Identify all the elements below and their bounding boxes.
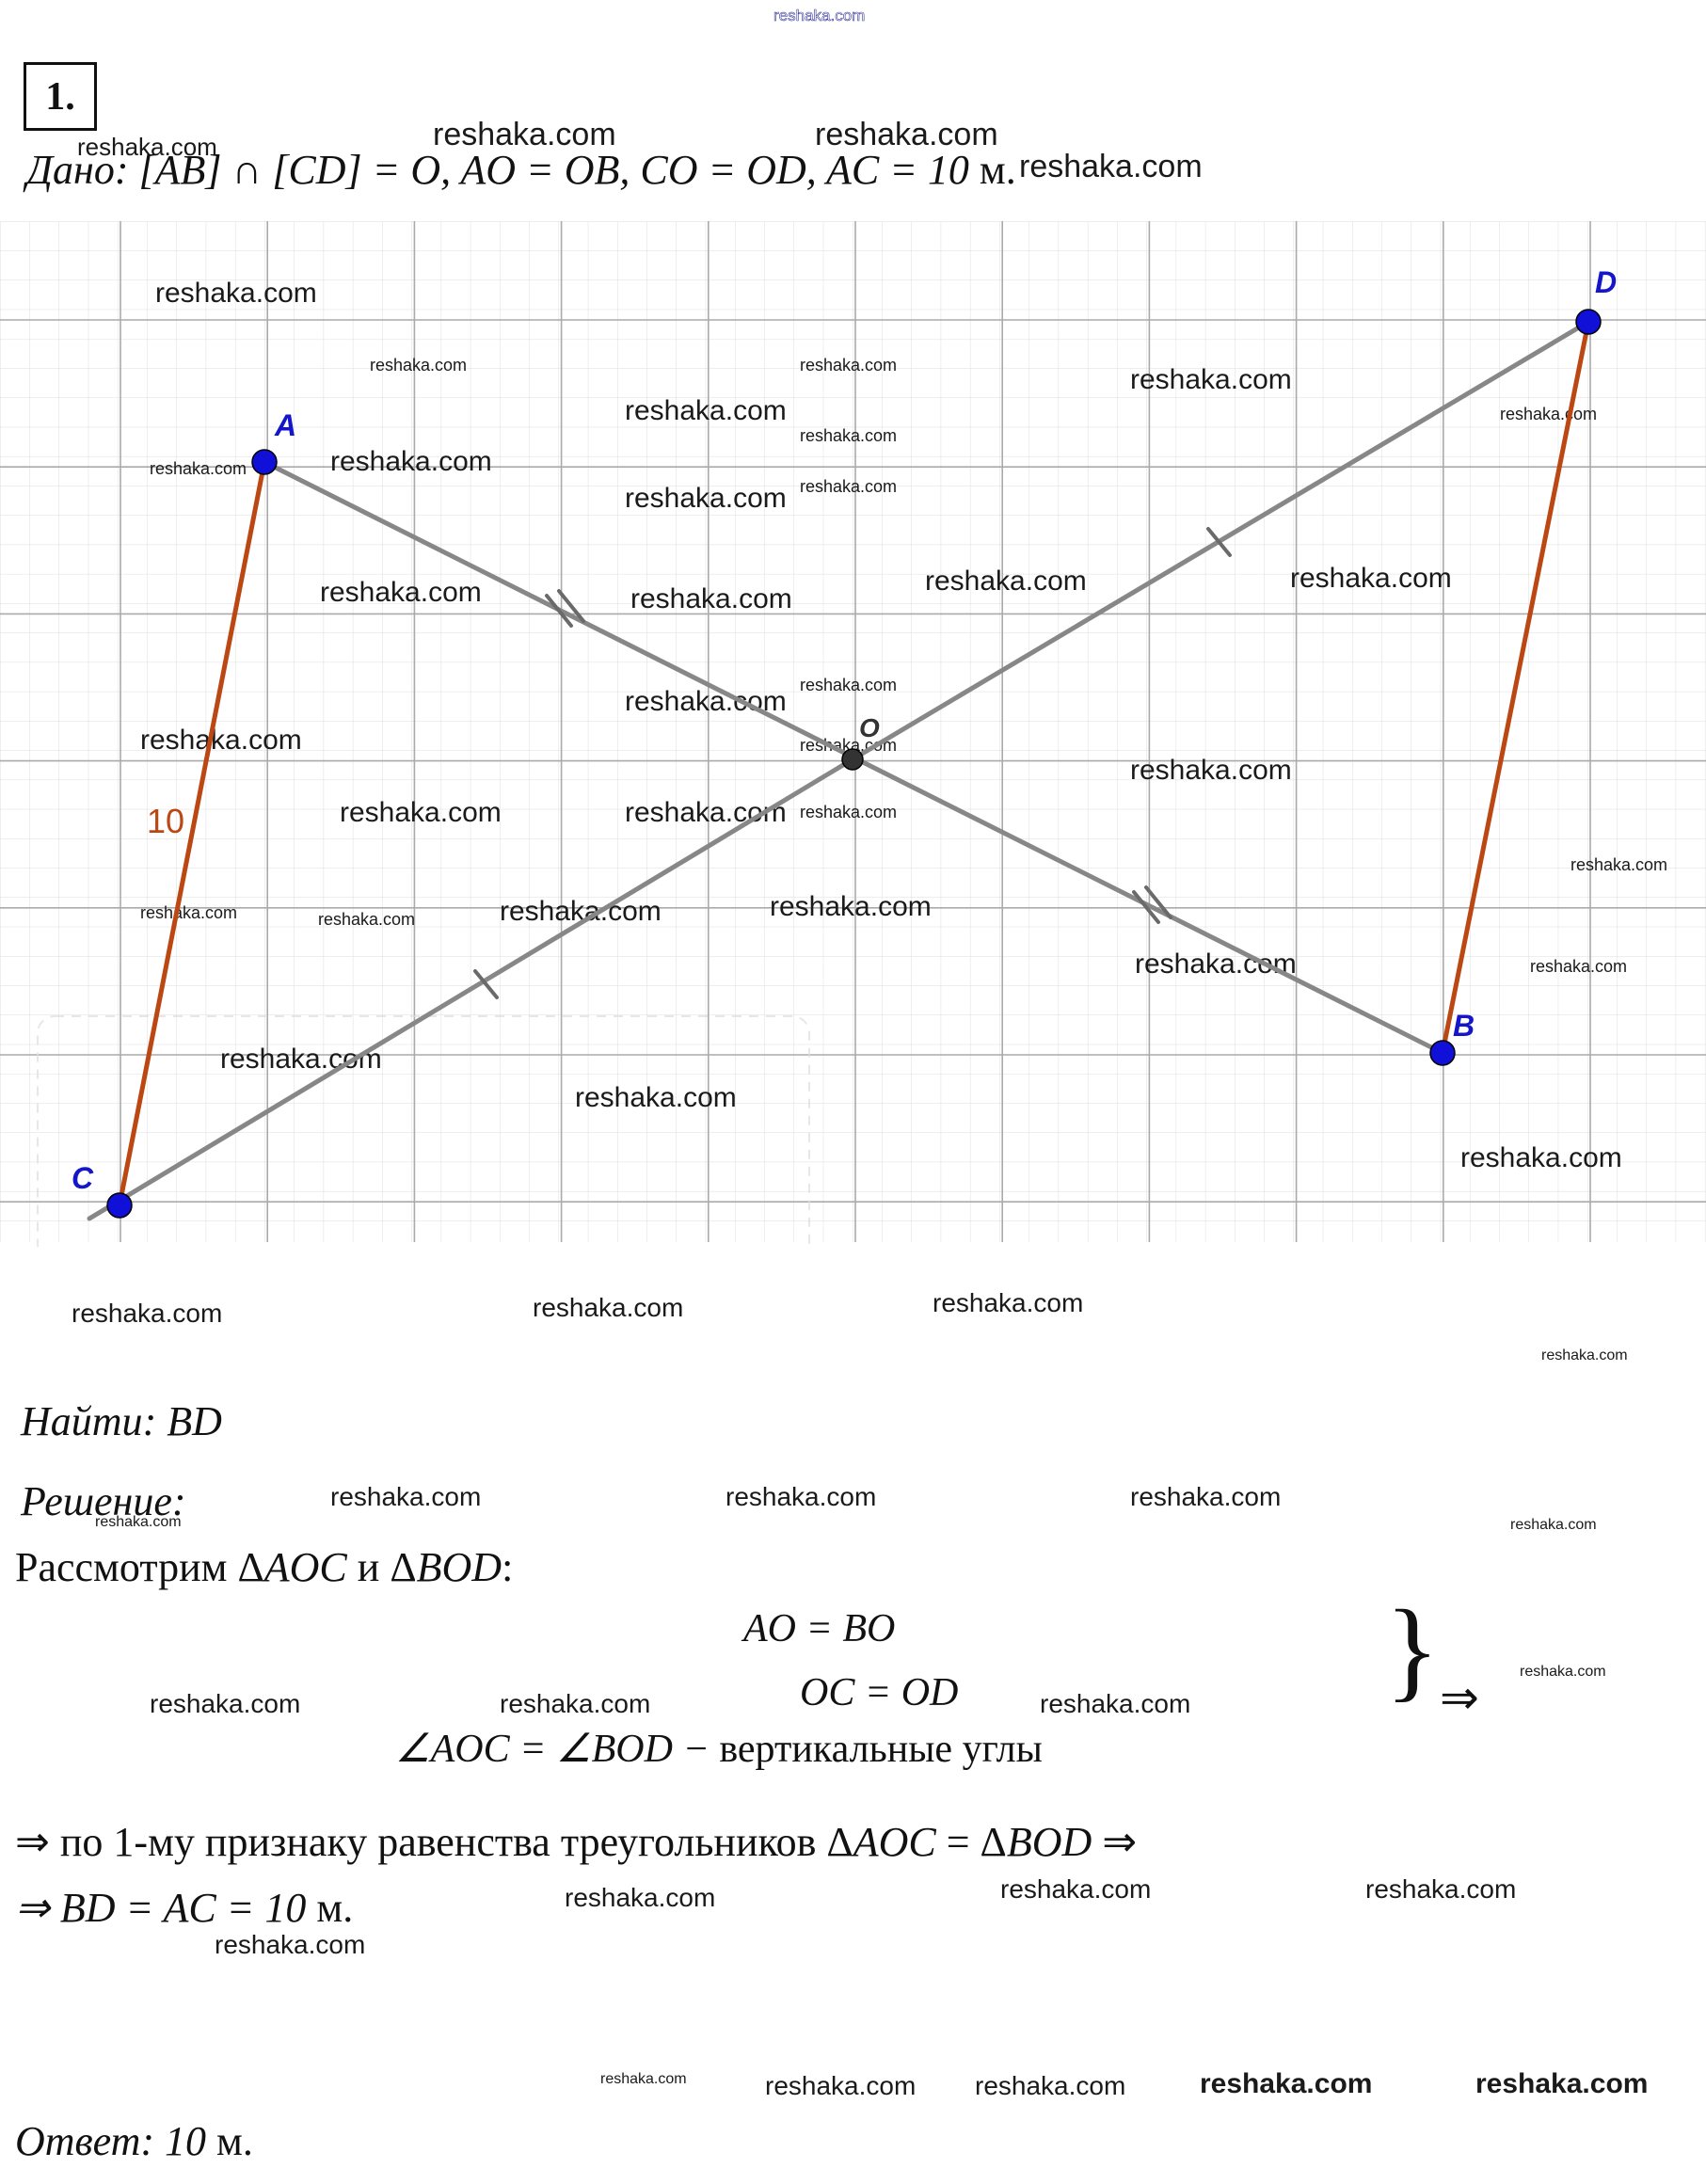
svg-text:reshaka.com: reshaka.com: [800, 426, 897, 445]
svg-text:reshaka.com: reshaka.com: [1290, 563, 1452, 594]
svg-text:reshaka.com: reshaka.com: [1130, 755, 1292, 786]
svg-text:reshaka.com: reshaka.com: [140, 903, 237, 922]
svg-text:reshaka.com: reshaka.com: [630, 583, 792, 614]
svg-text:reshaka.com: reshaka.com: [800, 803, 897, 821]
svg-text:reshaka.com: reshaka.com: [140, 725, 302, 756]
svg-text:reshaka.com: reshaka.com: [770, 891, 932, 922]
svg-text:reshaka.com: reshaka.com: [1460, 1142, 1622, 1173]
svg-text:reshaka.com: reshaka.com: [1130, 364, 1292, 395]
svg-text:reshaka.com: reshaka.com: [625, 395, 787, 426]
svg-text:reshaka.com: reshaka.com: [330, 446, 492, 477]
svg-text:reshaka.com: reshaka.com: [925, 566, 1087, 597]
svg-text:A: A: [274, 408, 296, 442]
svg-text:reshaka.com: reshaka.com: [150, 459, 247, 478]
svg-text:reshaka.com: reshaka.com: [625, 483, 787, 514]
svg-text:reshaka.com: reshaka.com: [1530, 957, 1627, 976]
svg-text:reshaka.com: reshaka.com: [800, 477, 897, 496]
svg-text:reshaka.com: reshaka.com: [340, 797, 502, 828]
svg-text:reshaka.com: reshaka.com: [800, 356, 897, 375]
svg-text:D: D: [1595, 265, 1617, 299]
svg-text:O: O: [859, 713, 880, 742]
svg-text:reshaka.com: reshaka.com: [370, 356, 467, 375]
svg-text:reshaka.com: reshaka.com: [320, 577, 482, 608]
svg-text:reshaka.com: reshaka.com: [800, 676, 897, 694]
svg-text:C: C: [72, 1161, 94, 1195]
svg-text:reshaka.com: reshaka.com: [318, 910, 415, 929]
svg-text:10: 10: [147, 802, 184, 840]
svg-text:reshaka.com: reshaka.com: [155, 278, 317, 309]
svg-text:reshaka.com: reshaka.com: [1135, 949, 1297, 980]
svg-text:reshaka.com: reshaka.com: [1570, 855, 1667, 874]
svg-text:reshaka.com: reshaka.com: [575, 1082, 737, 1113]
svg-text:B: B: [1453, 1009, 1475, 1043]
svg-text:reshaka.com: reshaka.com: [1500, 405, 1597, 423]
